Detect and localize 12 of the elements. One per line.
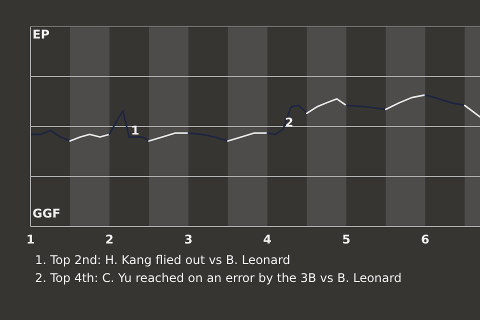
annotation: GGF (32, 206, 60, 220)
text: 2. Top 4th: C. Yu reached on an error by the 3B vs B. Leonard (35, 270, 402, 287)
x-tick-label: 2 (105, 232, 114, 246)
x-tick-label: 5 (342, 232, 350, 246)
x-tick-label: 6 (421, 232, 430, 246)
x-tick-label: 1 (26, 232, 35, 246)
x-tick-label: 4 (263, 232, 272, 246)
x-tick-label: 3 (184, 232, 193, 246)
annotation: 1 (131, 124, 140, 138)
text: 1. Top 2nd: H. Kang flied out vs B. Leonard (35, 252, 292, 269)
text: EP (32, 28, 50, 42)
annotation: 2 (284, 116, 294, 130)
